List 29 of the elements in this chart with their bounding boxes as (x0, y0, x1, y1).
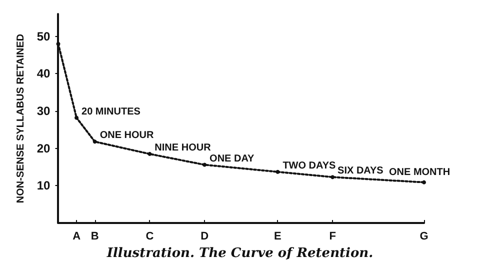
annotation: TWO DAYS (282, 160, 336, 172)
point (148, 152, 152, 156)
y-tick-label: 30 (36, 104, 51, 118)
point (202, 162, 207, 167)
annotation: NINE HOUR (154, 142, 212, 154)
y-tick-label: 50 (36, 29, 51, 44)
y-tick-label: 10 (36, 178, 51, 193)
y-tick-label: 40 (36, 66, 51, 81)
text: Illustration. The Curve of Retention. (106, 246, 374, 261)
point (92, 140, 97, 144)
point (74, 116, 79, 120)
y-axis-title: NON-SENSE SYLLABUS RETAINED (16, 34, 26, 204)
annotation: ONE DAY (210, 153, 255, 164)
point (330, 175, 335, 180)
point (422, 180, 426, 184)
y-tick-label: 20 (36, 141, 51, 156)
x-tick-label: G (420, 230, 428, 242)
x-tick-label: E (274, 230, 282, 242)
point (276, 170, 280, 174)
annotation: SIX DAYS (338, 166, 384, 177)
point (56, 42, 60, 46)
x-tick-label: F (329, 230, 336, 242)
x-tick-label: B (90, 230, 99, 242)
annotation: ONE HOUR (100, 130, 154, 142)
annotation: ONE MONTH (389, 166, 450, 178)
annotation: 20 MINUTES (82, 106, 141, 118)
x-tick-label: C (146, 230, 154, 242)
x-tick-label: D (200, 230, 209, 242)
x-tick-label: A (72, 230, 81, 242)
